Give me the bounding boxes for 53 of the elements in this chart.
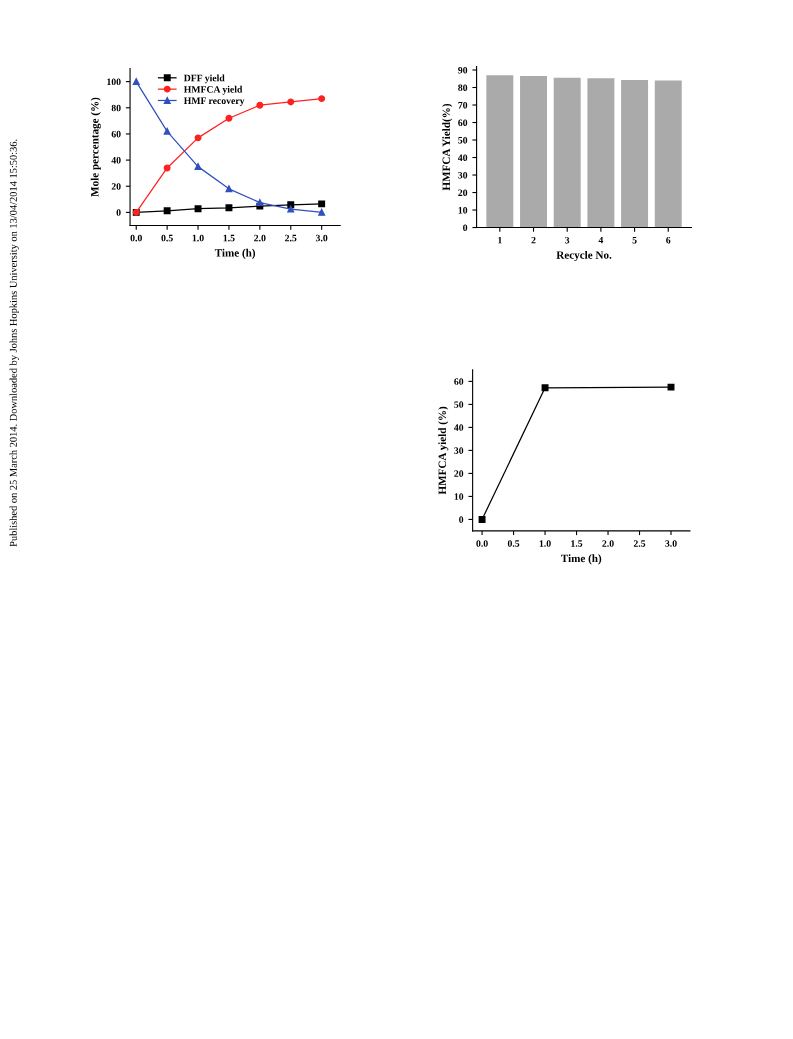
y-tick-label: 40 <box>457 154 468 161</box>
legend-label: HMFCA yield <box>183 85 243 95</box>
x-tick-label: 1 <box>498 236 502 244</box>
x-tick-label: 2.5 <box>633 540 646 547</box>
x-tick-label: 5 <box>632 236 637 244</box>
y-tick-label: 90 <box>458 66 468 74</box>
y-axis-title: Mole percentage (%) <box>90 97 101 197</box>
x-tick-label: 1.5 <box>571 540 583 547</box>
y-tick-label: 70 <box>458 101 468 109</box>
y-tick-label: 60 <box>111 130 121 138</box>
y-tick-label: 0 <box>459 516 464 523</box>
x-tick-label: 4 <box>598 236 604 244</box>
x-tick-label: 3.0 <box>315 234 328 242</box>
x-axis-title: Recycle No. <box>556 250 612 262</box>
y-tick-label: 40 <box>454 424 464 431</box>
x-tick-label: 1.0 <box>539 540 551 547</box>
y-tick-label: 10 <box>458 206 468 214</box>
y-tick-label: 60 <box>458 119 468 126</box>
y-tick-label: 10 <box>454 493 464 500</box>
y-axis-title: HMFCA Yield(%) <box>442 103 453 191</box>
x-axis-title: Time (h) <box>561 554 602 565</box>
y-tick-label: 20 <box>458 189 468 196</box>
y-tick-label: 80 <box>111 104 121 112</box>
x-tick-label: 0.5 <box>161 234 173 242</box>
x-tick-label: 0.0 <box>476 540 488 547</box>
x-axis-title: Time (h) <box>214 248 256 259</box>
x-tick-label: 3 <box>565 236 570 244</box>
y-tick-label: 100 <box>107 78 121 86</box>
x-tick-label: 2.0 <box>602 540 614 547</box>
y-tick-label: 0 <box>463 224 468 232</box>
x-tick-label: 0.0 <box>130 234 142 242</box>
x-tick-label: 6 <box>666 236 671 244</box>
x-tick-label: 2 <box>531 236 536 244</box>
y-axis-title: HMFCA yield (%) <box>438 406 449 495</box>
legend-label: DFF yield <box>183 74 225 84</box>
x-tick-label: 2.5 <box>285 234 297 242</box>
y-tick-label: 0 <box>116 209 121 216</box>
x-tick-label: 1.0 <box>192 234 204 242</box>
x-tick-label: 0.5 <box>507 540 520 547</box>
y-tick-label: 50 <box>454 401 464 408</box>
y-tick-label: 20 <box>454 470 464 477</box>
x-tick-label: 2.0 <box>254 234 266 242</box>
text: Published on 25 March 2014. Downloaded by Johns Hopkins University on 13/04/2014 15:50:36. <box>9 139 19 547</box>
y-tick-label: 30 <box>454 447 464 454</box>
y-tick-label: 20 <box>111 183 121 190</box>
x-tick-label: 3.0 <box>665 540 677 547</box>
y-tick-label: 80 <box>458 84 468 91</box>
y-tick-label: 50 <box>458 136 468 144</box>
y-tick-label: 40 <box>111 157 121 164</box>
y-tick-label: 30 <box>458 171 468 179</box>
x-tick-label: 1.5 <box>223 234 235 242</box>
y-tick-label: 60 <box>454 378 464 385</box>
legend-label: HMF recovery <box>183 97 245 106</box>
